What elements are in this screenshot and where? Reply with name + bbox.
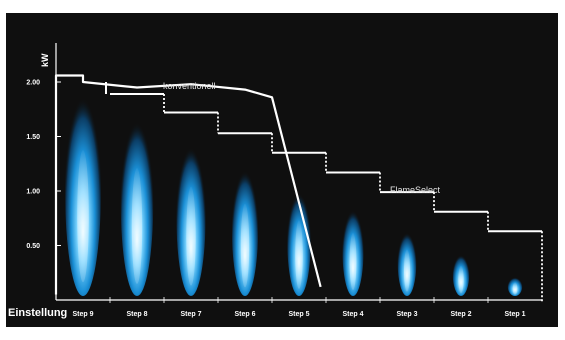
flames: [65, 83, 523, 297]
x-step-label: Step 1: [504, 311, 525, 318]
flame-core: [295, 220, 303, 289]
flame: [120, 109, 154, 296]
series-line-konventionell: [54, 74, 322, 295]
flame: [507, 276, 523, 297]
flame: [397, 228, 417, 296]
y-tick-label: 1.50: [26, 134, 40, 141]
kw-chart: 0.501.001.502.00 Step 9 Step 8 Step 7 Step …: [6, 13, 558, 327]
flame: [452, 252, 470, 296]
flame: [231, 161, 259, 296]
flame-core: [131, 168, 143, 284]
x-step-label: Step 4: [342, 311, 363, 318]
flame-core: [403, 249, 411, 292]
flame-core: [186, 186, 196, 286]
x-step-label: Step 2: [450, 311, 471, 318]
x-step-label: Step 8: [126, 311, 147, 318]
x-step-label: Step 3: [396, 311, 417, 318]
y-tick-label: 0.50: [26, 243, 40, 250]
series-line-flameselect-risers: [163, 94, 543, 302]
annotation-konventionell: konventionell: [163, 81, 216, 91]
flame: [65, 83, 101, 296]
x-step-label: Step 6: [234, 311, 255, 318]
flame-core: [512, 282, 518, 295]
flame-core: [458, 265, 464, 294]
flame: [176, 136, 206, 296]
x-step-label: Step 9: [72, 311, 93, 318]
flame: [342, 204, 364, 296]
x-step-labels: Step 9 Step 8 Step 7 Step 6 Step 5 Step 4 Step…: [72, 297, 526, 318]
y-axis-label: kW: [40, 53, 50, 67]
y-tick-label: 1.00: [26, 189, 40, 196]
flame-core: [77, 150, 89, 283]
series-line-flameselect: [105, 82, 542, 233]
x-axis-label: Einstellung: [8, 307, 67, 319]
flame: [287, 185, 311, 296]
flame-core: [349, 233, 357, 291]
y-tick-label: 2.00: [26, 80, 40, 87]
x-step-label: Step 7: [180, 311, 201, 318]
x-step-label: Step 5: [288, 311, 309, 318]
annotation-flameselect: FlameSelect: [390, 185, 441, 195]
flame-core: [240, 203, 250, 288]
